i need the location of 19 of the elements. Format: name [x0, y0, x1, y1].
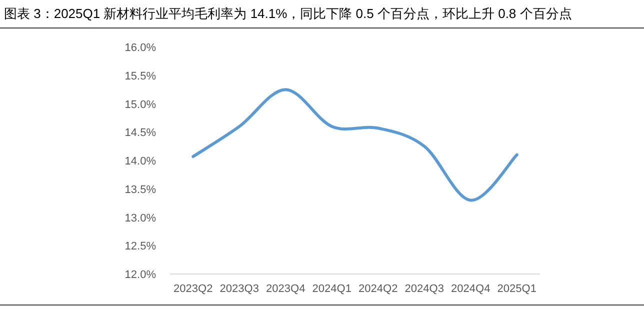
chart-title: 图表 3：2025Q1 新材料行业平均毛利率为 14.1%，同比下降 0.5 个百分点，环比上升 0.8 个百分点 [4, 6, 572, 21]
y-tick-label: 12.0% [124, 269, 156, 281]
x-tick-label: 2024Q2 [358, 283, 398, 295]
x-tick-label: 2023Q3 [220, 283, 259, 295]
y-tick-label: 15.5% [124, 70, 156, 82]
y-tick-label: 14.0% [124, 156, 156, 168]
x-tick-label: 2025Q1 [497, 283, 536, 295]
y-tick-label: 15.0% [124, 98, 156, 111]
y-tick-label: 13.0% [124, 212, 156, 224]
x-tick-label: 2024Q1 [312, 283, 352, 295]
line-series [192, 88, 518, 202]
x-tick-label: 2024Q4 [451, 283, 490, 295]
y-tick-label: 14.5% [124, 127, 156, 140]
y-tick-label: 12.5% [124, 240, 156, 253]
x-tick-label: 2024Q3 [404, 283, 444, 295]
y-tick-label: 16.0% [124, 42, 156, 54]
x-tick-label: 2023Q4 [266, 283, 306, 295]
y-tick-label: 13.5% [124, 184, 156, 196]
x-tick-label: 2023Q2 [174, 283, 213, 295]
